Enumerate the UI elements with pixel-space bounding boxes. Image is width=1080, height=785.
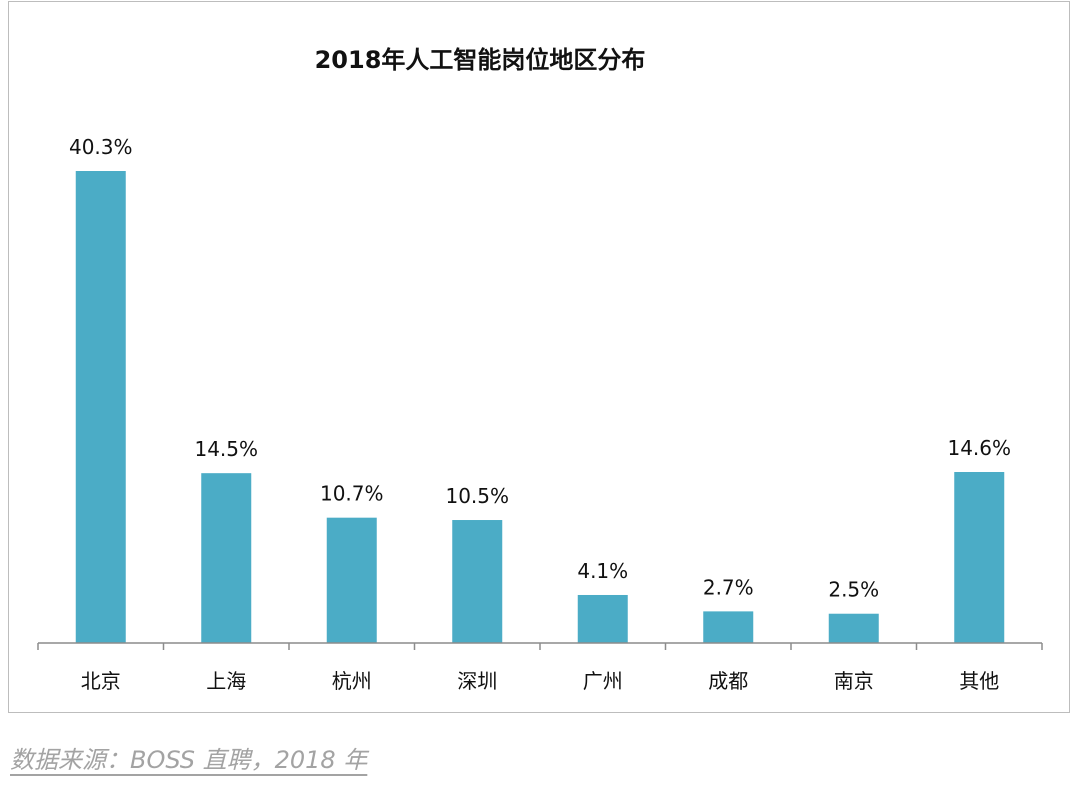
- source-note: 数据来源：BOSS 直聘，2018 年: [10, 746, 368, 774]
- data-label-7: 14.6%: [947, 436, 1011, 460]
- data-label-1: 14.5%: [194, 437, 258, 461]
- chart-frame: [8, 1, 1070, 713]
- x-tick-label-2: 杭州: [332, 669, 372, 693]
- bar-6: [828, 613, 879, 643]
- data-label-2: 10.7%: [320, 482, 384, 506]
- data-label-0: 40.3%: [69, 135, 133, 159]
- x-tick-label-6: 南京: [834, 669, 874, 693]
- bar-4: [577, 594, 628, 643]
- bar-3: [452, 520, 503, 643]
- bar-1: [201, 473, 252, 643]
- bar-5: [703, 611, 754, 643]
- x-tick-label-7: 其他: [959, 669, 999, 693]
- data-label-3: 10.5%: [445, 484, 509, 508]
- x-tick-label-0: 北京: [81, 669, 121, 693]
- data-label-5: 2.7%: [703, 575, 754, 599]
- x-tick-labels-group: 北京 上海 杭州 深圳 广州 成都 南京 其他: [81, 669, 1000, 693]
- bar-0: [75, 171, 126, 643]
- x-tick-label-1: 上海: [206, 669, 246, 693]
- bar-chart: 2018年人工智能岗位地区分布 40.3% 14.5% 10.7% 10.5% 4.1%…: [37, 46, 1043, 693]
- x-tick-label-4: 广州: [583, 669, 623, 693]
- x-tick-label-5: 成都: [708, 669, 748, 693]
- data-label-6: 2.5%: [828, 578, 879, 602]
- bar-2: [326, 517, 377, 643]
- data-labels-group: 40.3% 14.5% 10.7% 10.5% 4.1% 2.7% 2.5% 14.6%: [69, 135, 1011, 602]
- chart-title: 2018年人工智能岗位地区分布: [315, 46, 646, 74]
- data-label-4: 4.1%: [577, 559, 628, 583]
- x-axis: [37, 642, 1043, 650]
- bar-7: [954, 472, 1005, 643]
- bars-group: [75, 171, 1005, 643]
- x-tick-label-3: 深圳: [457, 669, 497, 693]
